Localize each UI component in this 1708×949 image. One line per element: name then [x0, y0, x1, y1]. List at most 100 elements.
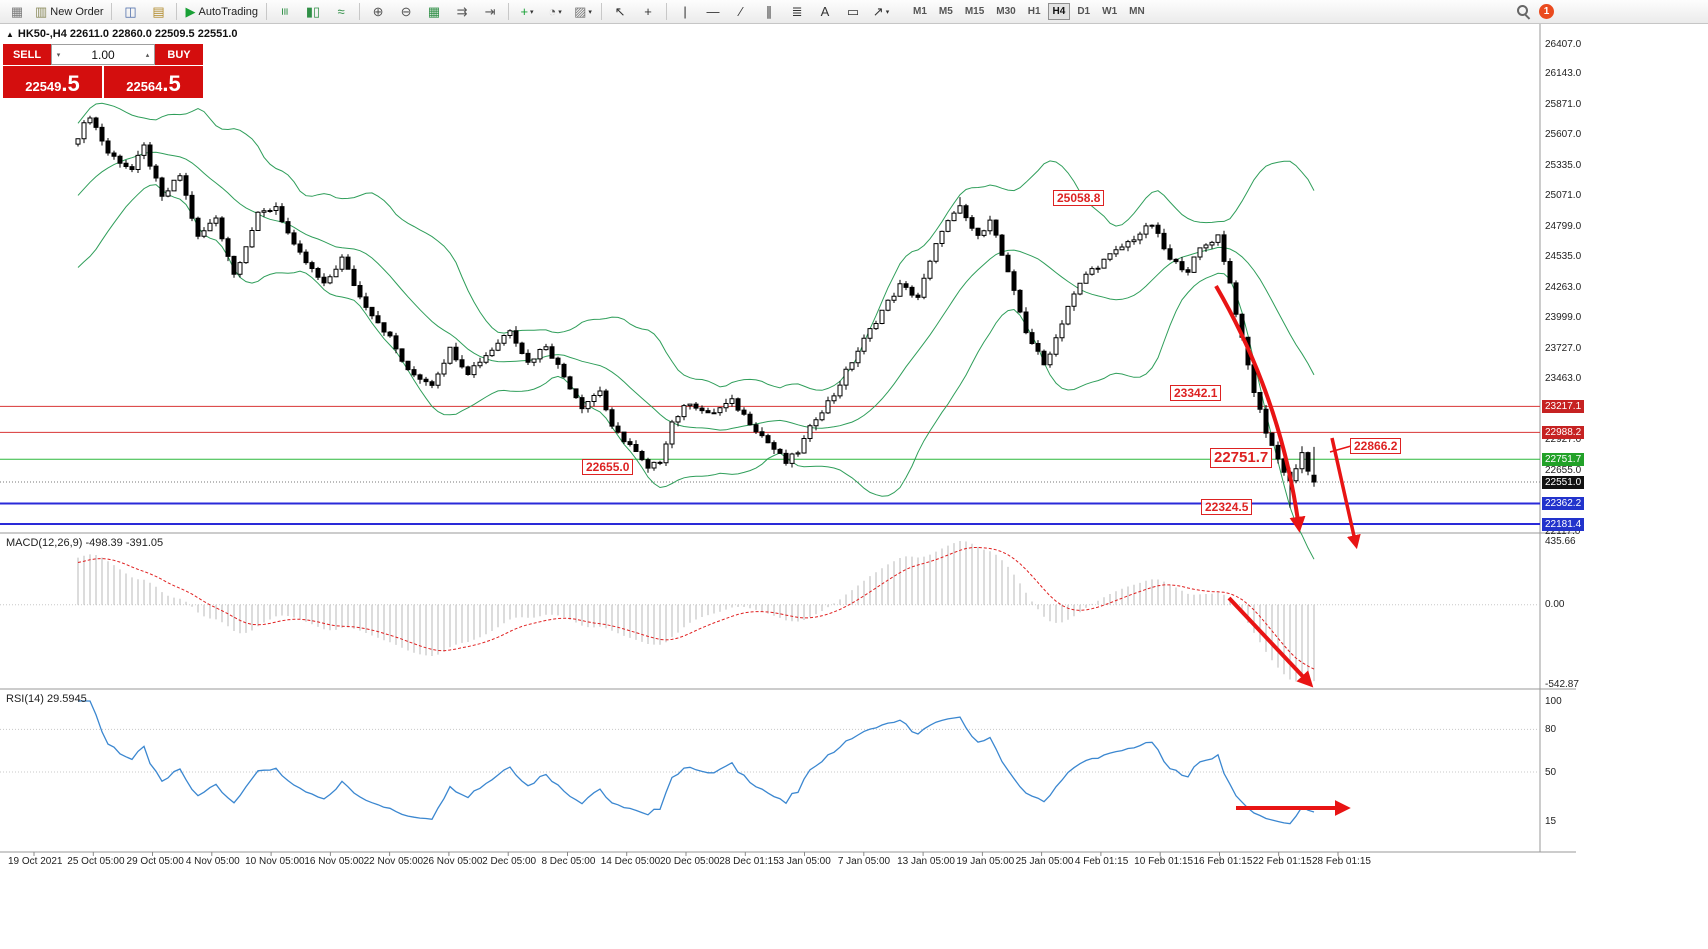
buy-price-main: 22564 [126, 79, 163, 94]
sell-price-display[interactable]: 22549 .5 [3, 66, 102, 98]
search-icon-handle [1524, 14, 1531, 20]
market-watch-icon: ◫ [124, 4, 137, 19]
toolbar-separator [111, 3, 113, 20]
chart-shift-button[interactable]: ⇥ [477, 1, 503, 23]
autotrading-button-label: AutoTrading [198, 5, 259, 18]
crosshair-icon: + [644, 4, 652, 19]
notification-badge[interactable]: 1 [1539, 4, 1554, 19]
one-click-trading-panel: SELL ▾ 1.00 ▴ BUY 22549 .5 22564 .5 [3, 44, 203, 98]
timeframe-group: M1 M5 M15 M30 H1 H4 D1 W1 MN [908, 3, 1150, 20]
buy-price-fraction: .5 [162, 71, 181, 96]
toolbar-items: ▦ ▥ New Order ◫ ▤ ▶ AutoTrading ≡ ▮▯ ≈ ⊕ ⊖ ▦ ⇉ ⇥ + ▾ ◔ ▾ ▨ ▾… [4, 1, 894, 23]
toolbar-separator [666, 3, 668, 20]
chevron-down-icon: ▾ [885, 8, 890, 16]
zoom-out-button[interactable]: ⊖ [393, 1, 419, 23]
tile-windows-button[interactable]: ▦ [421, 1, 447, 23]
timeframe-mn[interactable]: MN [1129, 6, 1145, 17]
channel-button[interactable]: ∥ [756, 1, 782, 23]
macd-indicator-label: MACD(12,26,9) -498.39 -391.05 [6, 537, 164, 549]
label-button[interactable]: ▭ [840, 1, 866, 23]
sell-button[interactable]: SELL [3, 44, 51, 65]
buy-button[interactable]: BUY [155, 44, 203, 65]
sell-price-main: 22549 [25, 79, 62, 94]
toolbar-separator [176, 3, 178, 20]
volume-decrease-button[interactable]: ▾ [56, 51, 61, 59]
vertical-line-button[interactable]: | [672, 1, 698, 23]
collapse-panel-icon[interactable]: ▲ [6, 29, 14, 39]
buy-price-display[interactable]: 22564 .5 [104, 66, 203, 98]
chart-window-button[interactable]: ▦ [4, 1, 30, 23]
trendline-button[interactable]: ∕ [728, 1, 754, 23]
chevron-down-icon: ▾ [558, 8, 562, 16]
zoom-in-icon: ⊕ [372, 4, 384, 19]
bar-chart-icon: ≡ [277, 7, 293, 16]
arrow-object-icon: ↗ [872, 4, 884, 19]
fibonacci-icon: ≣ [791, 4, 803, 19]
chevron-down-icon: ▾ [588, 8, 592, 16]
volume-increase-button[interactable]: ▴ [145, 51, 150, 59]
horizontal-line-button[interactable]: — [700, 1, 726, 23]
search-icon-glass [1517, 5, 1528, 16]
cursor-button[interactable]: ↖ [607, 1, 633, 23]
volume-control[interactable]: ▾ 1.00 ▴ [51, 44, 155, 65]
autotrading-button[interactable]: ▶ AutoTrading [182, 1, 261, 23]
volume-input[interactable]: 1.00 [91, 47, 115, 62]
toolbar-separator [359, 3, 361, 20]
new-order-icon: ▥ [35, 4, 48, 19]
autotrading-play-icon: ▶ [185, 4, 196, 19]
data-window-button[interactable]: ▤ [145, 1, 171, 23]
line-chart-button[interactable]: ≈ [328, 1, 354, 23]
auto-scroll-button[interactable]: ⇉ [449, 1, 475, 23]
trendline-icon: ∕ [739, 4, 743, 19]
label-icon: ▭ [846, 4, 860, 19]
cursor-icon: ↖ [614, 4, 626, 19]
sell-price-fraction: .5 [61, 71, 80, 96]
toolbar-separator [508, 3, 510, 20]
toolbar-separator [266, 3, 268, 20]
chart-shift-icon: ⇥ [484, 4, 496, 19]
timeframe-h1[interactable]: H1 [1027, 6, 1041, 17]
line-chart-icon: ≈ [337, 4, 345, 19]
new-chart-button[interactable]: + ▾ [514, 1, 540, 23]
timeframe-h4[interactable]: H4 [1047, 3, 1071, 20]
text-button[interactable]: A [812, 1, 838, 23]
new-order-button[interactable]: ▥ New Order [32, 1, 106, 23]
timeframe-d1[interactable]: D1 [1077, 6, 1091, 17]
toolbar-right-group: 1 [1516, 4, 1554, 20]
timeframe-m15[interactable]: M15 [964, 6, 985, 17]
auto-scroll-icon: ⇉ [456, 4, 468, 19]
chart-symbol-header: ▲ HK50-,H4 22611.0 22860.0 22509.5 22551… [6, 28, 238, 40]
chevron-down-icon: ▾ [530, 8, 534, 16]
horizontal-line-icon: — [706, 4, 720, 19]
search-icon[interactable] [1516, 4, 1531, 20]
data-window-icon: ▤ [152, 4, 165, 19]
crosshair-button[interactable]: + [635, 1, 661, 23]
clock-icon: ◔ [548, 4, 557, 19]
candlestick-chart-button[interactable]: ▮▯ [300, 1, 326, 23]
tile-windows-icon: ▦ [427, 4, 441, 19]
zoom-out-icon: ⊖ [400, 4, 412, 19]
new-chart-plus-icon: + [520, 4, 529, 19]
channel-icon: ∥ [765, 4, 773, 19]
bar-chart-button[interactable]: ≡ [272, 1, 298, 23]
timeframe-m1[interactable]: M1 [913, 6, 927, 17]
rsi-indicator-label: RSI(14) 29.5945 [6, 693, 87, 705]
chart-window-icon: ▦ [10, 4, 24, 19]
vertical-line-icon: | [683, 4, 687, 19]
market-watch-button[interactable]: ◫ [117, 1, 143, 23]
timeframe-m30[interactable]: M30 [996, 6, 1016, 17]
timeframe-m5[interactable]: M5 [938, 6, 953, 17]
timeframe-w1[interactable]: W1 [1102, 6, 1118, 17]
fibonacci-button[interactable]: ≣ [784, 1, 810, 23]
new-order-button-label: New Order [50, 5, 104, 18]
text-icon: A [820, 4, 830, 19]
symbol-ohlc-text: HK50-,H4 22611.0 22860.0 22509.5 22551.0 [17, 28, 238, 40]
arrows-button[interactable]: ↗ ▾ [868, 1, 894, 23]
toolbar-separator [601, 3, 603, 20]
zoom-in-button[interactable]: ⊕ [365, 1, 391, 23]
template-button[interactable]: ▨ ▾ [570, 1, 596, 23]
period-button[interactable]: ◔ ▾ [542, 1, 568, 23]
template-icon: ▨ [574, 4, 587, 19]
toolbar: ▦ ▥ New Order ◫ ▤ ▶ AutoTrading ≡ ▮▯ ≈ ⊕ ⊖ ▦ ⇉ ⇥ + ▾ ◔ ▾ ▨ ▾… [0, 0, 1708, 24]
